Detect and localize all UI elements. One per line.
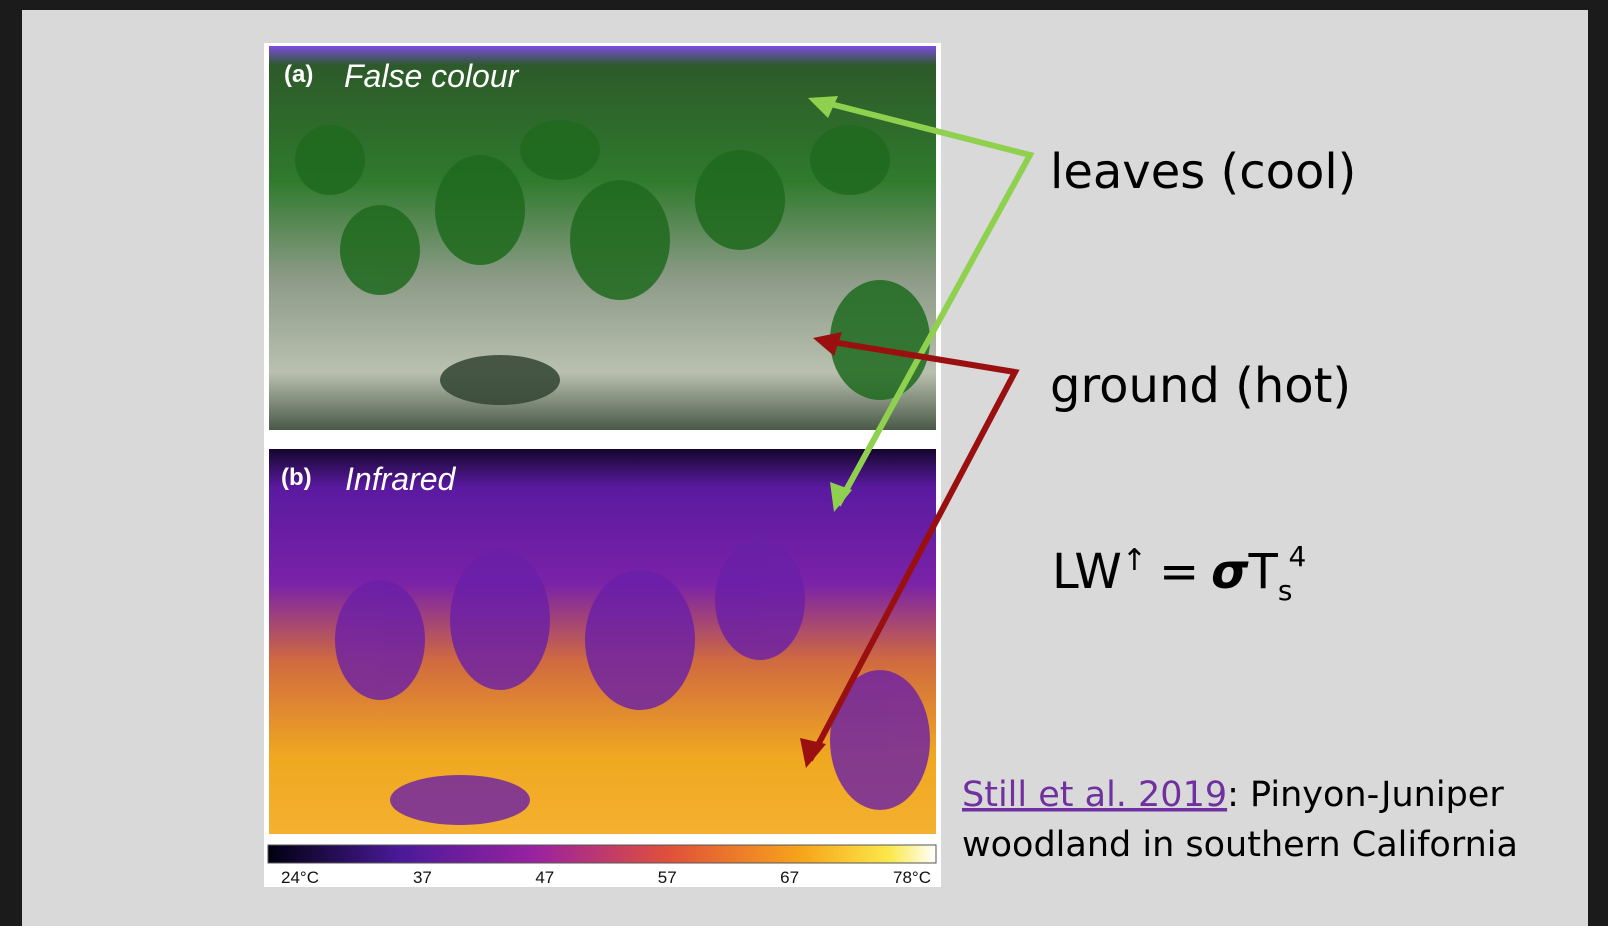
colorbar [268, 845, 936, 863]
page: {"figure": {"panel_a": {"label": "(a)", … [0, 0, 1608, 926]
eq-equals: = [1159, 544, 1199, 600]
eq-symbol: T [1248, 544, 1279, 600]
citation-text: woodland in southern California [962, 825, 1518, 865]
panel-title: Infrared [345, 461, 456, 497]
citation-link[interactable]: Still et al. 2019 [962, 775, 1227, 815]
colorbar-label: 47 [535, 868, 554, 887]
colorbar-label: 67 [780, 868, 799, 887]
citation-text: : Pinyon-Juniper [1227, 775, 1504, 815]
citation: Still et al. 2019: Pinyon-Juniper [962, 775, 1504, 815]
colorbar-label: 37 [413, 868, 432, 887]
eq-subscript: s [1278, 574, 1293, 607]
panel-label: (a) [284, 61, 313, 88]
slide: (a) False colour (b) Infrared 24°C 37 47 57… [0, 0, 1608, 926]
eq-exponent: 4 [1288, 540, 1306, 573]
annotation: ground (hot) [1050, 358, 1351, 414]
eq-arrow: ↑ [1122, 543, 1147, 578]
annotation: leaves (cool) [1050, 144, 1356, 200]
panel-title: False colour [344, 58, 520, 94]
panel-label: (b) [281, 464, 312, 491]
eq-sigma: σ [1211, 544, 1249, 600]
equation: LW↑ =σTs4 [1052, 540, 1306, 607]
colorbar-label: 24°C [281, 868, 319, 887]
eq-lhs: LW [1052, 544, 1122, 600]
colorbar-label: 78°C [893, 868, 931, 887]
colorbar-label: 57 [658, 868, 677, 887]
